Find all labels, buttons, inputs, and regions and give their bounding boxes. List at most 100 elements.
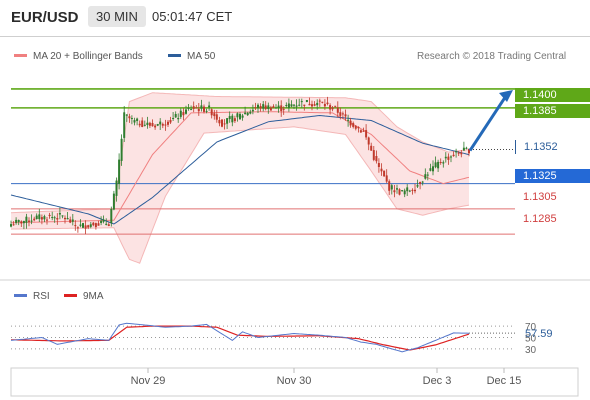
candle-body (450, 156, 452, 158)
candle-body (151, 123, 154, 127)
candle-body (66, 218, 69, 220)
candle-body (367, 137, 370, 145)
candle-body (190, 109, 193, 111)
header-divider (0, 36, 590, 37)
candle-body (437, 161, 440, 169)
candle-body (226, 118, 229, 124)
rsi-ma-line (11, 325, 470, 351)
candle-body (94, 223, 97, 227)
candle-body (48, 214, 51, 216)
bollinger-upper-line (10, 92, 470, 214)
candle-body (133, 120, 136, 123)
candle-body (419, 182, 422, 184)
candle-body (424, 174, 427, 179)
candle-body (195, 107, 198, 109)
candle-body (130, 118, 133, 119)
candle-body (375, 156, 378, 162)
rsi-tick-70: 70 (525, 322, 537, 333)
rsi-ma-swatch (64, 293, 77, 297)
candle-body (460, 152, 463, 155)
candle-body (455, 151, 458, 153)
research-credit: Research © 2018 Trading Central (417, 51, 567, 62)
candle-body (136, 118, 139, 121)
candle-body (58, 213, 61, 215)
candle-body (179, 110, 182, 117)
bollinger-band (11, 92, 469, 264)
candle-body (76, 227, 79, 229)
candle-body (321, 101, 324, 103)
candle-body (347, 119, 350, 121)
candle-body (254, 107, 257, 109)
candle-body (396, 188, 398, 190)
candle-body (432, 166, 434, 172)
candle-body (25, 216, 28, 223)
candle-body (112, 193, 115, 210)
candle-body (398, 189, 401, 195)
candle-body (246, 112, 249, 116)
candle-body (102, 219, 105, 222)
candle-body (218, 120, 221, 124)
candle-body (349, 120, 352, 126)
candle-body (156, 124, 159, 126)
clock-label: 05:01:47 CET (152, 9, 233, 24)
candle-body (146, 122, 149, 125)
candle-body (46, 219, 48, 221)
candle-body (357, 127, 360, 129)
candle-body (92, 222, 95, 226)
ma20-swatch (14, 53, 27, 57)
candle-body (143, 124, 146, 126)
candle-body (414, 189, 416, 192)
level-label-1-1325: 1.1325 (515, 169, 590, 183)
candle-body (257, 104, 259, 109)
ma20-label: MA 20 + Bollinger Bands (33, 51, 143, 62)
candle-body (200, 105, 203, 109)
candle-body (71, 219, 74, 222)
candle-body (262, 104, 265, 109)
rsi-tick-30: 30 (525, 345, 537, 356)
candle-body (10, 224, 12, 227)
candle-body (275, 107, 277, 109)
candle-body (372, 150, 375, 160)
candle-body (28, 220, 30, 222)
candle-body (177, 118, 180, 120)
candle-body (362, 130, 365, 132)
level-label-1-1305: 1.1305 (515, 190, 590, 204)
candle-body (329, 105, 332, 110)
rsi-value-label: 57.59 (525, 328, 553, 340)
candle-body (285, 105, 288, 106)
candle-body (377, 163, 380, 167)
candle-body (208, 105, 211, 108)
candle-body (303, 104, 306, 106)
candle-body (316, 102, 319, 106)
candle-body (120, 138, 123, 161)
candle-body (74, 225, 77, 227)
ma50-swatch (168, 53, 181, 57)
candle-body (401, 190, 404, 192)
candles (10, 96, 470, 235)
candle-body (97, 223, 100, 226)
timeframe-button[interactable]: 30 MIN (88, 6, 146, 27)
candle-body (421, 181, 424, 183)
ma50-label: MA 50 (187, 51, 216, 62)
candle-body (35, 215, 38, 219)
candle-body (118, 159, 121, 184)
candle-body (154, 125, 157, 128)
candle-body (439, 162, 442, 163)
candle-body (125, 114, 128, 116)
candle-body (311, 104, 313, 107)
candle-body (115, 180, 118, 196)
rsi-label: RSI (33, 291, 50, 302)
candle-body (33, 218, 36, 221)
candle-body (388, 181, 391, 191)
candle-body (107, 224, 110, 226)
candle-body (167, 121, 169, 125)
candle-body (416, 185, 419, 187)
ma20-line (10, 111, 470, 224)
candle-body (370, 145, 373, 151)
candle-body (331, 107, 334, 110)
candle-body (89, 224, 92, 227)
candle-body (231, 115, 234, 123)
candle-body (123, 112, 126, 138)
candle-body (203, 106, 205, 112)
